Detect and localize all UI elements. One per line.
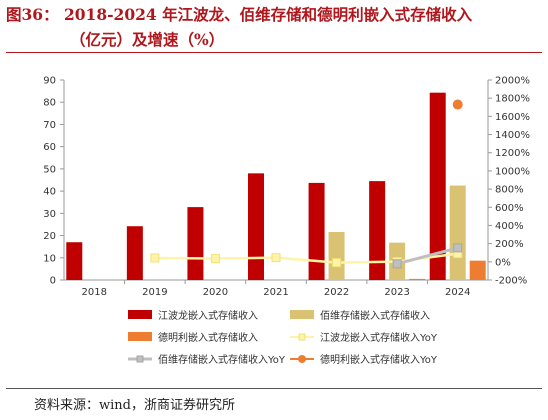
line-point-1 bbox=[332, 258, 342, 268]
bar-2-2022 bbox=[328, 232, 345, 280]
left-tick-label: 50 bbox=[43, 164, 56, 175]
line-series-2 bbox=[396, 246, 459, 266]
left-tick-label: 10 bbox=[43, 253, 56, 264]
left-tick-label: 30 bbox=[43, 209, 56, 220]
line-point-1 bbox=[210, 254, 220, 264]
right-tick-label: 1000% bbox=[495, 166, 530, 177]
legend-label-2: 佰维存储嵌入式存储收入 bbox=[320, 309, 430, 322]
legend-marker-4 bbox=[298, 333, 306, 341]
source-note: 资料来源：wind，浙商证券研究所 bbox=[34, 394, 235, 413]
bar-1-2023 bbox=[369, 181, 386, 280]
bar-3-2023 bbox=[409, 278, 426, 280]
legend-label-3: 德明利嵌入式存储收入 bbox=[158, 331, 258, 344]
left-tick-label: 70 bbox=[43, 120, 56, 131]
x-tick-label: 2024 bbox=[445, 287, 470, 298]
left-tick-label: 90 bbox=[43, 76, 56, 87]
bar-2-2024 bbox=[449, 185, 466, 280]
legend-marker-5 bbox=[136, 355, 144, 363]
left-tick-label: 20 bbox=[43, 231, 56, 242]
legend-swatch-1 bbox=[128, 310, 152, 319]
title-line-1: 图36： 2018-2024 年江波龙、佰维存储和德明利嵌入式存储收入 bbox=[6, 5, 473, 24]
bar-1-2021 bbox=[248, 173, 264, 280]
x-tick-label: 2020 bbox=[203, 287, 228, 298]
line-point-1 bbox=[150, 253, 160, 263]
title-rule bbox=[6, 52, 542, 53]
legend-label-4: 江波龙嵌入式存储收入YoY bbox=[320, 331, 438, 344]
source-text: wind，浙商证券研究所 bbox=[99, 398, 235, 413]
right-tick-label: 1600% bbox=[495, 112, 530, 123]
x-tick-label: 2021 bbox=[263, 287, 288, 298]
left-tick-label: 60 bbox=[43, 142, 56, 153]
right-tick-label: 0% bbox=[495, 257, 511, 268]
bar-1-2020 bbox=[187, 207, 204, 280]
right-tick-label: 600% bbox=[495, 203, 524, 214]
left-tick-label: 0 bbox=[50, 276, 56, 287]
figure-title: 图36： 2018-2024 年江波龙、佰维存储和德明利嵌入式存储收入 （亿元）… bbox=[6, 2, 544, 52]
line-point-2 bbox=[392, 259, 402, 269]
right-tick-label: 1200% bbox=[495, 148, 530, 159]
bar-3-2024 bbox=[469, 260, 486, 280]
right-tick-label: 1400% bbox=[495, 130, 530, 141]
bar-1-2019 bbox=[126, 226, 143, 280]
legend-swatch-2 bbox=[290, 310, 314, 319]
line-point-1 bbox=[271, 253, 281, 263]
right-tick-label: 1800% bbox=[495, 94, 530, 105]
x-tick-label: 2023 bbox=[384, 287, 409, 298]
x-tick-label: 2018 bbox=[82, 287, 107, 298]
bar-1-2022 bbox=[308, 182, 325, 280]
bar-1-2018 bbox=[66, 242, 83, 280]
source-label: 资料来源： bbox=[34, 398, 100, 413]
right-tick-label: 2000% bbox=[495, 76, 530, 87]
left-tick-label: 80 bbox=[43, 98, 56, 109]
right-tick-label: -200% bbox=[495, 276, 527, 287]
line-point-3 bbox=[452, 99, 463, 110]
legend-label-6: 德明利嵌入式存储收入YoY bbox=[320, 353, 438, 366]
legend-label-1: 江波龙嵌入式存储收入 bbox=[158, 309, 258, 322]
left-tick-label: 40 bbox=[43, 187, 56, 198]
right-tick-label: 200% bbox=[495, 239, 524, 250]
x-tick-label: 2022 bbox=[324, 287, 349, 298]
line-point-2 bbox=[453, 243, 463, 253]
right-tick-label: 400% bbox=[495, 221, 524, 232]
right-tick-label: 800% bbox=[495, 185, 524, 196]
x-tick-label: 2019 bbox=[142, 287, 167, 298]
legend-swatch-3 bbox=[128, 332, 152, 341]
footer-rule bbox=[6, 388, 542, 389]
legend-marker-6 bbox=[298, 355, 306, 363]
revenue-chart: 0 10 20 30 40 50 60 70 80 90 -200% 0% 200% 400% 600% 80… bbox=[43, 76, 530, 367]
title-line-2: （亿元）及增速（%） bbox=[70, 30, 225, 49]
bar-1-2024 bbox=[429, 92, 446, 280]
legend-label-5: 佰维存储嵌入式存储收入YoY bbox=[158, 353, 286, 366]
